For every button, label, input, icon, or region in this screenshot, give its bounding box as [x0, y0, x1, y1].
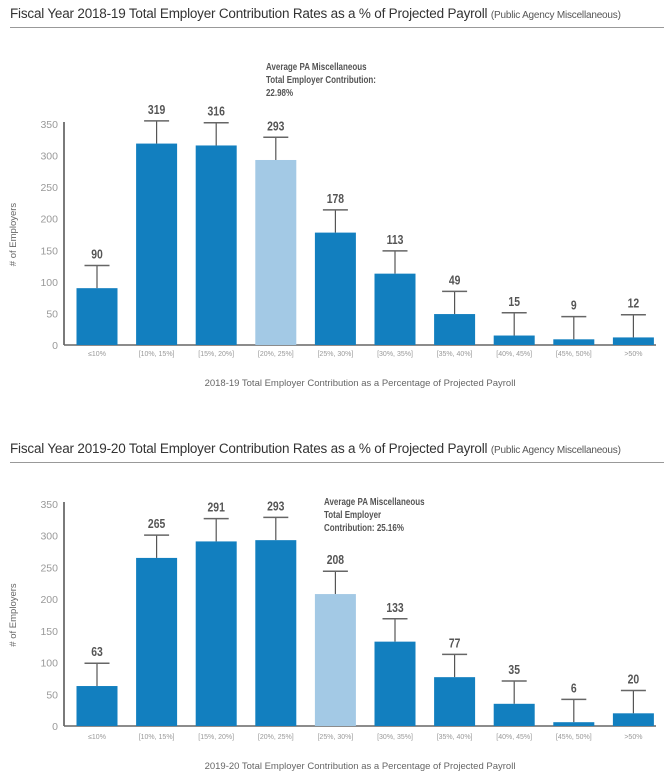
bar	[434, 677, 476, 726]
title-divider	[10, 27, 664, 28]
x-tick-label: [45%, 50%]	[556, 351, 592, 358]
average-annotation: 22.98%	[266, 87, 293, 98]
chart-panel-2018-19: Fiscal Year 2018-19 Total Employer Contr…	[8, 6, 664, 389]
y-tick-label: 300	[40, 151, 58, 163]
data-label: 293	[267, 119, 285, 133]
x-tick-label: [30%, 35%]	[377, 351, 413, 358]
bar	[195, 145, 237, 345]
y-tick-label: 100	[40, 658, 58, 670]
average-annotation: Total Employer	[324, 509, 382, 520]
x-tick-label: ≤10%	[88, 734, 106, 741]
data-label: 90	[91, 247, 103, 261]
data-label: 113	[387, 233, 404, 247]
bar	[493, 703, 535, 726]
y-tick-label: 50	[46, 689, 58, 701]
bar	[434, 314, 476, 345]
x-tick-label: [40%, 45%]	[496, 351, 532, 358]
data-label: 316	[208, 105, 226, 119]
data-label: 35	[508, 663, 520, 677]
y-axis-title: # of Employers	[8, 583, 19, 647]
x-tick-label: [10%, 15%]	[139, 734, 175, 741]
x-tick-label: [15%, 20%]	[198, 734, 234, 741]
bar	[493, 335, 535, 345]
x-tick-label: [20%, 25%]	[258, 734, 294, 741]
bar	[76, 288, 118, 345]
data-label: 6	[571, 681, 577, 695]
title-text: Fiscal Year 2019-20 Total Employer Contr…	[10, 441, 488, 456]
x-tick-label: >50%	[624, 351, 642, 358]
title-text: Fiscal Year 2018-19 Total Employer Contr…	[10, 6, 488, 21]
bar	[136, 557, 178, 726]
bar	[255, 159, 297, 345]
data-label: 293	[267, 499, 285, 513]
subtitle-text: (Public Agency Miscellaneous)	[490, 10, 621, 21]
x-tick-label: [45%, 50%]	[556, 734, 592, 741]
y-tick-label: 0	[52, 340, 58, 352]
data-label: 15	[508, 295, 520, 309]
bar	[553, 722, 595, 726]
x-tick-label: [30%, 35%]	[377, 734, 413, 741]
y-tick-label: 0	[52, 721, 58, 733]
average-annotation: Contribution: 25.16%	[324, 522, 404, 533]
y-tick-label: 300	[40, 531, 58, 543]
data-label: 291	[208, 501, 226, 515]
data-label: 178	[327, 192, 345, 206]
x-tick-label: [20%, 25%]	[258, 351, 294, 358]
data-label: 49	[449, 273, 461, 287]
x-axis-title: 2019-20 Total Employer Contribution as a…	[205, 761, 516, 772]
x-tick-label: [25%, 30%]	[317, 351, 353, 358]
chart-title: Fiscal Year 2018-19 Total Employer Contr…	[10, 6, 621, 21]
x-tick-label: [15%, 20%]	[198, 351, 234, 358]
y-tick-label: 150	[40, 626, 58, 638]
data-label: 12	[628, 297, 640, 311]
x-tick-label: [10%, 15%]	[139, 351, 175, 358]
average-annotation: Average PA Miscellaneous	[324, 496, 425, 507]
bar	[314, 594, 356, 726]
bar	[374, 273, 416, 345]
bar	[314, 232, 356, 345]
bar-chart-2018-19: 0 50 100 150 200 250 300 350 # of Employers 2018-…	[8, 61, 656, 389]
chart-title: Fiscal Year 2019-20 Total Employer Contr…	[10, 441, 621, 456]
bar	[612, 337, 654, 345]
bar	[374, 641, 416, 726]
bar	[612, 713, 654, 726]
title-divider	[10, 462, 664, 463]
data-label: 319	[148, 103, 166, 117]
average-annotation: Total Employer Contribution:	[266, 74, 376, 85]
data-label: 133	[386, 601, 404, 615]
y-tick-label: 250	[40, 182, 58, 194]
bar	[255, 540, 297, 726]
data-label: 9	[571, 299, 577, 313]
y-tick-label: 200	[40, 214, 58, 226]
x-tick-label: [35%, 40%]	[437, 351, 473, 358]
y-axis-title: # of Employers	[8, 203, 19, 267]
y-tick-label: 200	[40, 594, 58, 606]
y-tick-label: 150	[40, 245, 58, 257]
bar	[195, 541, 237, 726]
y-tick-label: 350	[40, 499, 58, 511]
x-tick-label: >50%	[624, 734, 642, 741]
subtitle-text: (Public Agency Miscellaneous)	[490, 445, 621, 456]
x-tick-label: [25%, 30%]	[317, 734, 353, 741]
x-tick-label: ≤10%	[88, 351, 106, 358]
x-tick-label: [40%, 45%]	[496, 734, 532, 741]
bar	[76, 686, 118, 726]
bar	[136, 143, 178, 345]
y-tick-label: 100	[40, 277, 58, 289]
bar	[553, 339, 595, 345]
x-tick-label: [35%, 40%]	[437, 734, 473, 741]
y-tick-label: 250	[40, 562, 58, 574]
data-label: 77	[449, 636, 461, 650]
data-label: 63	[91, 645, 103, 659]
x-axis-title: 2018-19 Total Employer Contribution as a…	[205, 378, 516, 389]
y-tick-label: 350	[40, 119, 58, 131]
average-annotation: Average PA Miscellaneous	[266, 61, 367, 72]
data-label: 265	[148, 517, 166, 531]
data-label: 208	[327, 553, 345, 567]
y-tick-label: 50	[46, 308, 58, 320]
data-label: 20	[628, 672, 640, 686]
